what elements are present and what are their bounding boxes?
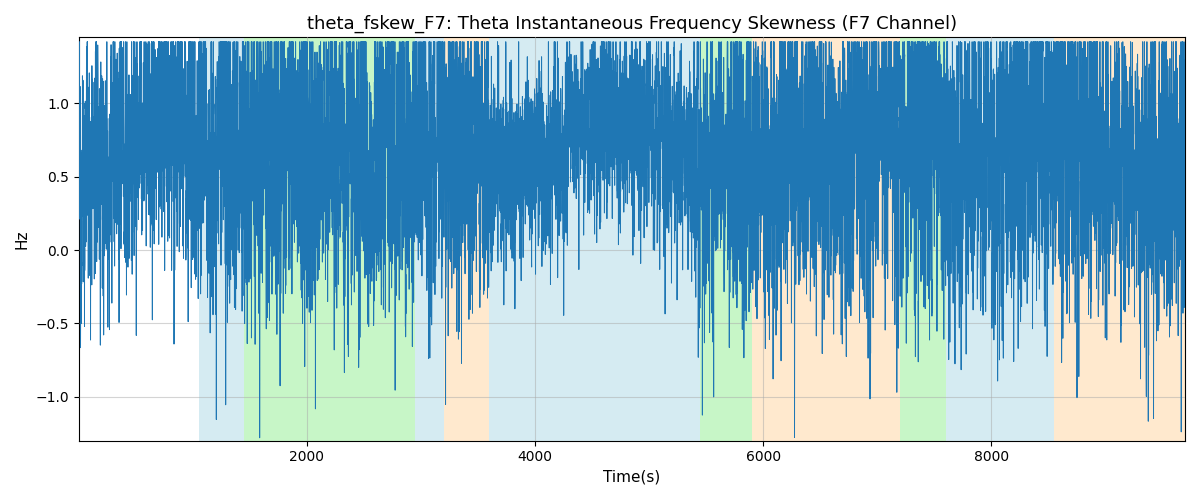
Y-axis label: Hz: Hz	[14, 230, 30, 249]
Title: theta_fskew_F7: Theta Instantaneous Frequency Skewness (F7 Channel): theta_fskew_F7: Theta Instantaneous Freq…	[307, 15, 958, 34]
Bar	[701, 38, 751, 440]
Bar	[245, 38, 415, 440]
Bar	[1054, 38, 1186, 440]
Bar	[444, 38, 490, 440]
Bar	[199, 38, 245, 440]
X-axis label: Time(s): Time(s)	[604, 470, 660, 485]
Bar	[900, 38, 946, 440]
Bar	[490, 38, 701, 440]
Bar	[946, 38, 1054, 440]
Bar	[751, 38, 900, 440]
Bar	[415, 38, 444, 440]
